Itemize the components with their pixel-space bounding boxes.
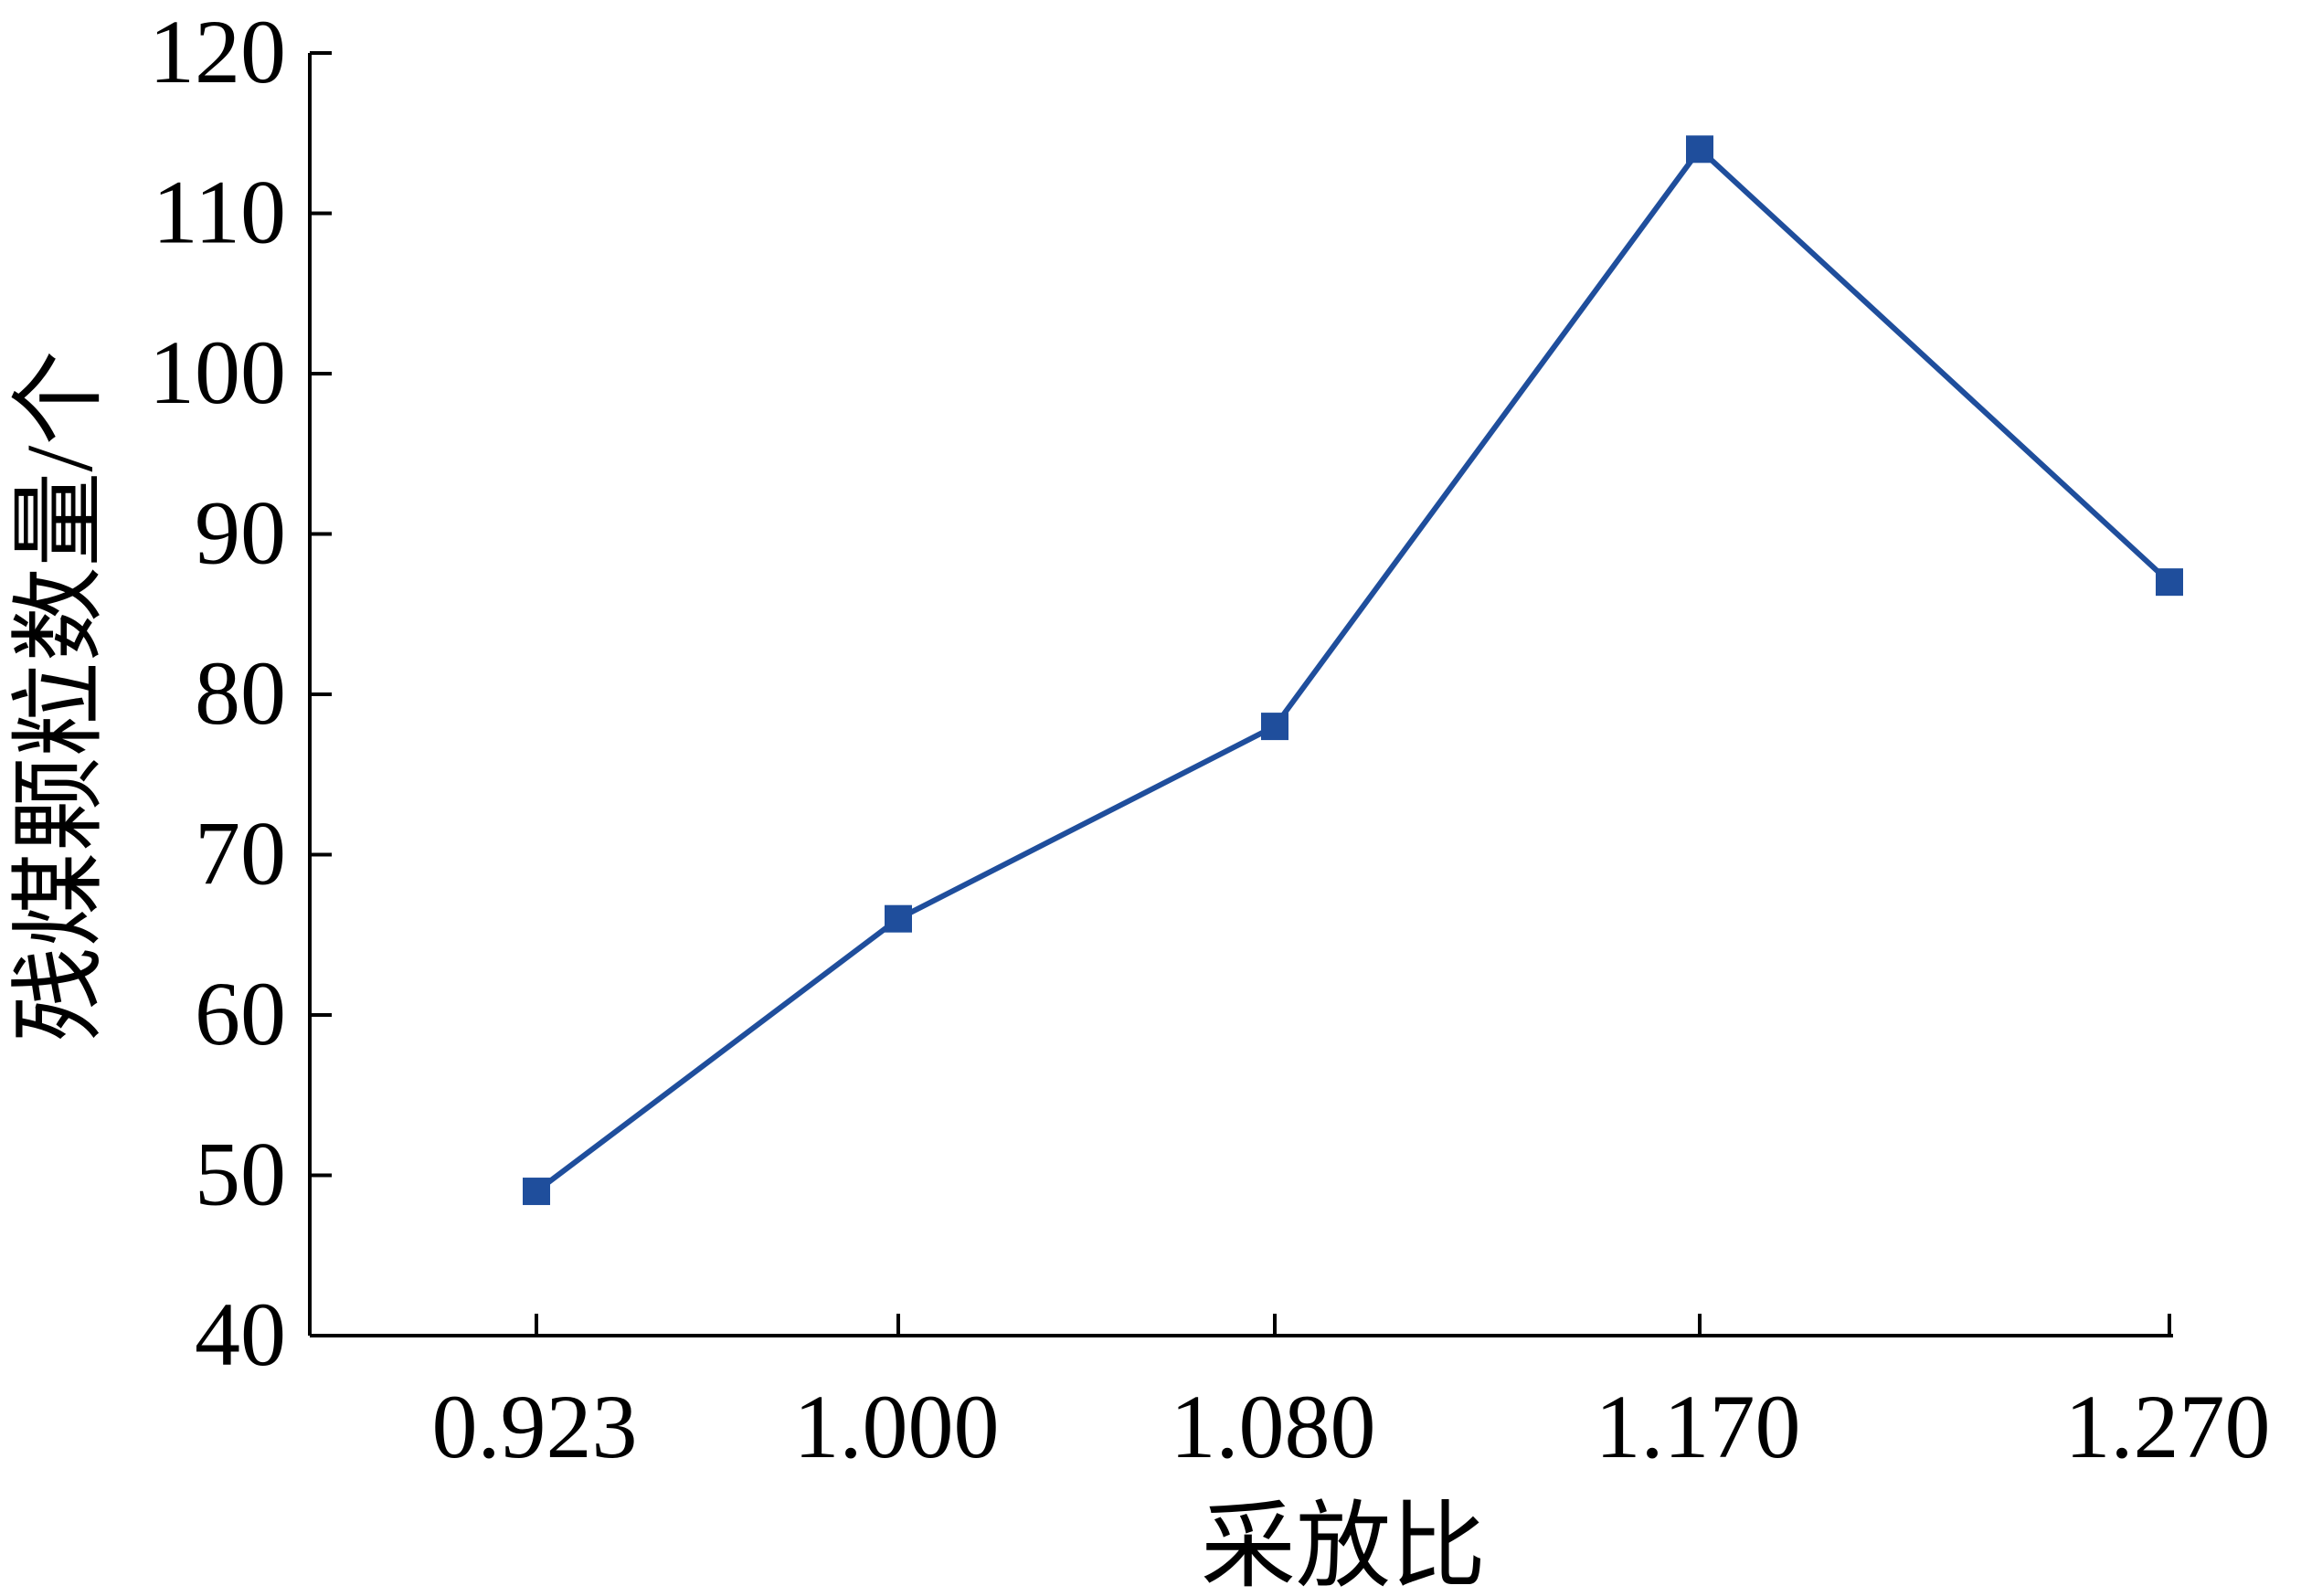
y-tick-label: 110 <box>153 162 286 263</box>
y-tick-label: 60 <box>195 963 286 1064</box>
y-tick-label: 50 <box>195 1124 286 1225</box>
x-tick-label: 1.080 <box>1171 1376 1376 1477</box>
y-tick-label: 70 <box>195 803 286 904</box>
data-point-marker <box>1261 713 1288 741</box>
data-point-marker <box>523 1178 550 1206</box>
data-point-marker <box>885 904 912 933</box>
data-point-marker <box>1686 135 1713 164</box>
x-tick-label: 0.923 <box>432 1376 638 1477</box>
x-axis-ticks: 0.923 1.000 1.080 1.170 1.270 <box>432 1314 2271 1477</box>
y-axis-ticks: 40 50 60 70 80 90 100 110 120 <box>149 1 332 1385</box>
series-group <box>523 135 2183 1206</box>
y-tick-label: 90 <box>195 482 286 584</box>
y-tick-label: 40 <box>195 1284 286 1385</box>
x-tick-label: 1.270 <box>2065 1376 2271 1477</box>
data-point-marker <box>2156 568 2183 597</box>
y-axis-label: 残煤颗粒数量/个 <box>7 351 112 1042</box>
x-tick-label: 1.000 <box>794 1376 1000 1477</box>
y-tick-label: 80 <box>195 642 286 744</box>
axes <box>308 53 2173 1337</box>
x-axis-label: 采放比 <box>1201 1495 1486 1591</box>
y-tick-label: 120 <box>149 1 286 102</box>
y-tick-label: 100 <box>149 322 286 423</box>
series-line <box>535 146 2172 1194</box>
x-tick-label: 1.170 <box>1596 1376 1801 1477</box>
